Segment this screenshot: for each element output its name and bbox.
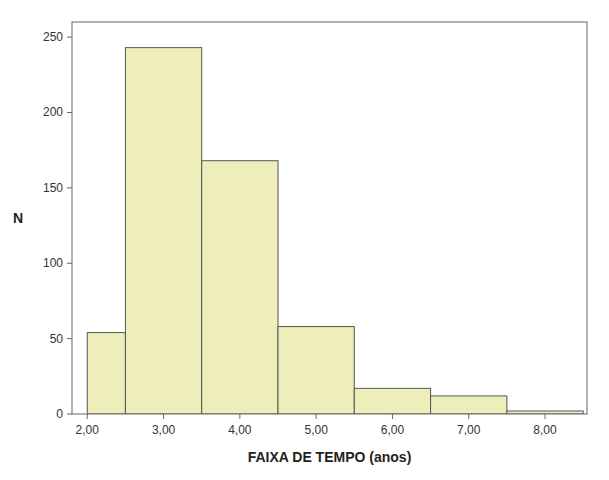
x-tick-label: 2,00 [76,423,100,437]
histogram-bar [278,327,354,414]
y-tick-label: 100 [43,256,63,270]
x-tick-label: 8,00 [533,423,557,437]
x-tick [392,414,393,419]
x-tick [316,414,317,419]
x-tick [468,414,469,419]
x-tick-label: 6,00 [381,423,405,437]
histogram-bar [202,161,278,414]
y-tick [67,263,72,264]
y-tick [67,414,72,415]
plot-background [72,22,587,414]
y-tick-label: 50 [50,332,64,346]
histogram-bar [354,388,430,414]
y-tick-label: 150 [43,181,63,195]
histogram-bar [431,396,507,414]
x-tick [163,414,164,419]
y-tick [67,187,72,188]
y-tick-label: 250 [43,30,63,44]
plot-frame [72,22,587,414]
y-tick-label: 200 [43,105,63,119]
y-axis-label: N [13,210,23,226]
x-tick [87,414,88,419]
x-tick-label: 3,00 [152,423,176,437]
bars [87,48,583,414]
x-tick [239,414,240,419]
y-tick-label: 0 [56,407,63,421]
y-tick [67,37,72,38]
y-tick [67,338,72,339]
histogram-bar [87,333,125,414]
x-axis-label: FAIXA DE TEMPO (anos) [248,449,412,465]
x-tick-label: 7,00 [457,423,481,437]
chart: 2,00 3,00 4,00 5,00 6,00 7,00 8,00 0 50 100 150 200… [0,0,609,480]
chart-container: 2,00 3,00 4,00 5,00 6,00 7,00 8,00 0 50 100 150 200… [0,0,609,480]
x-tick-label: 5,00 [304,423,328,437]
histogram-bar [125,48,201,414]
x-tick-label: 4,00 [228,423,252,437]
y-tick [67,112,72,113]
x-tick [545,414,546,419]
